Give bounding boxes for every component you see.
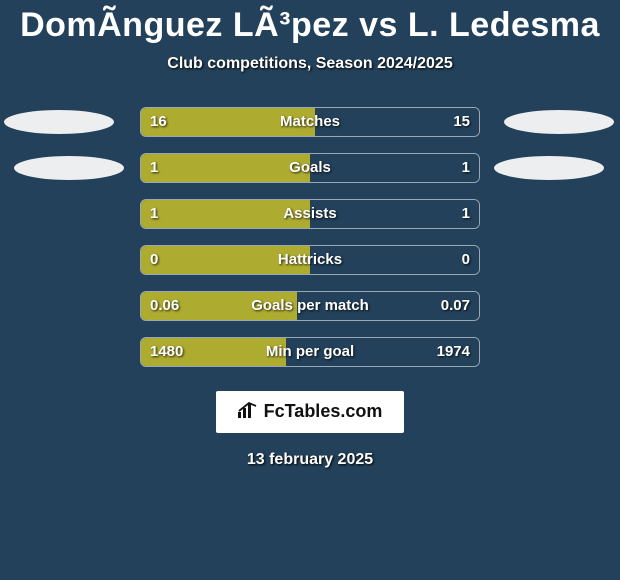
right-value: 15 <box>453 107 470 137</box>
right-value: 0 <box>462 245 470 275</box>
stat-row: 0.06Goals per match0.07 <box>0 291 620 321</box>
metric-label: Hattricks <box>140 245 480 275</box>
logo-text: FcTables.com <box>264 401 383 421</box>
metric-label: Matches <box>140 107 480 137</box>
right-value: 1974 <box>437 337 470 367</box>
metric-label: Goals per match <box>140 291 480 321</box>
metric-label: Min per goal <box>140 337 480 367</box>
chart-icon <box>238 402 258 423</box>
team-badge-placeholder <box>14 156 124 180</box>
right-value: 1 <box>462 153 470 183</box>
stat-row: 1Assists1 <box>0 199 620 229</box>
comparison-widget: DomÃ­nguez LÃ³pez vs L. Ledesma Club com… <box>0 0 620 580</box>
metric-label: Goals <box>140 153 480 183</box>
team-badge-placeholder <box>504 110 614 134</box>
stat-rows-container: 16Matches151Goals11Assists10Hattricks00.… <box>0 107 620 367</box>
stat-row: 1Goals1 <box>0 153 620 183</box>
team-badge-placeholder <box>494 156 604 180</box>
fctables-logo[interactable]: FcTables.com <box>216 391 405 433</box>
page-title: DomÃ­nguez LÃ³pez vs L. Ledesma <box>0 0 620 45</box>
right-value: 1 <box>462 199 470 229</box>
stat-row: 1480Min per goal1974 <box>0 337 620 367</box>
right-value: 0.07 <box>441 291 470 321</box>
metric-label: Assists <box>140 199 480 229</box>
stat-row: 16Matches15 <box>0 107 620 137</box>
date-label: 13 february 2025 <box>0 451 620 469</box>
stat-row: 0Hattricks0 <box>0 245 620 275</box>
subtitle: Club competitions, Season 2024/2025 <box>0 55 620 73</box>
team-badge-placeholder <box>4 110 114 134</box>
